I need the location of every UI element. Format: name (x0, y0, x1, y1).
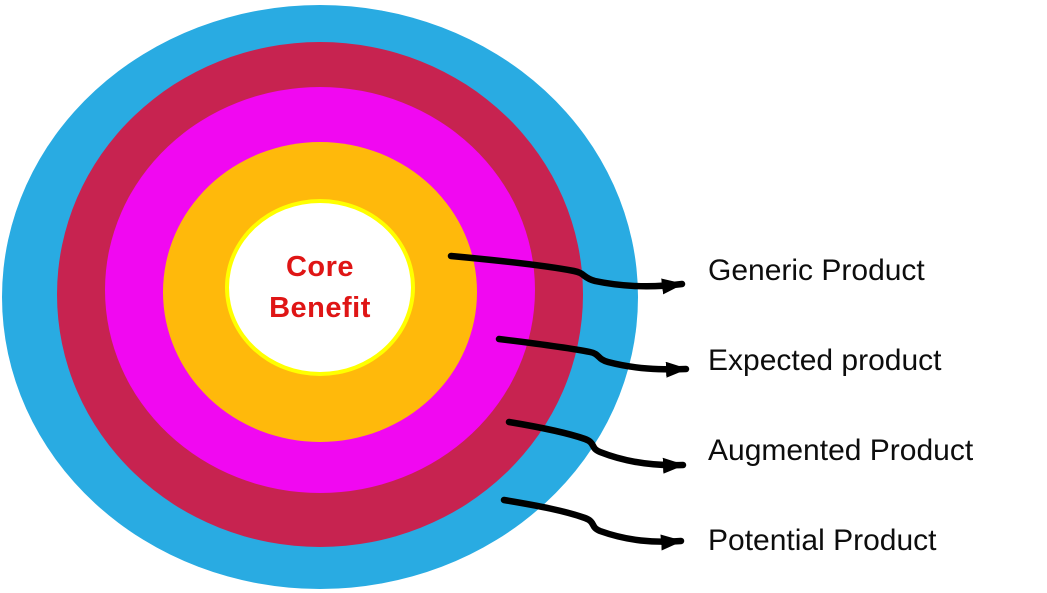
label-expected-product: Expected product (708, 344, 942, 377)
core-benefit-line2: Benefit (269, 291, 371, 324)
core-benefit-circle: Core Benefit (225, 199, 415, 376)
core-benefit-line1: Core (285, 250, 355, 283)
label-generic-product: Generic Product (708, 254, 925, 287)
label-augmented-product: Augmented Product (708, 434, 974, 467)
label-potential-product: Potential Product (708, 524, 937, 557)
core-benefit-text: Core Benefit (269, 247, 371, 329)
